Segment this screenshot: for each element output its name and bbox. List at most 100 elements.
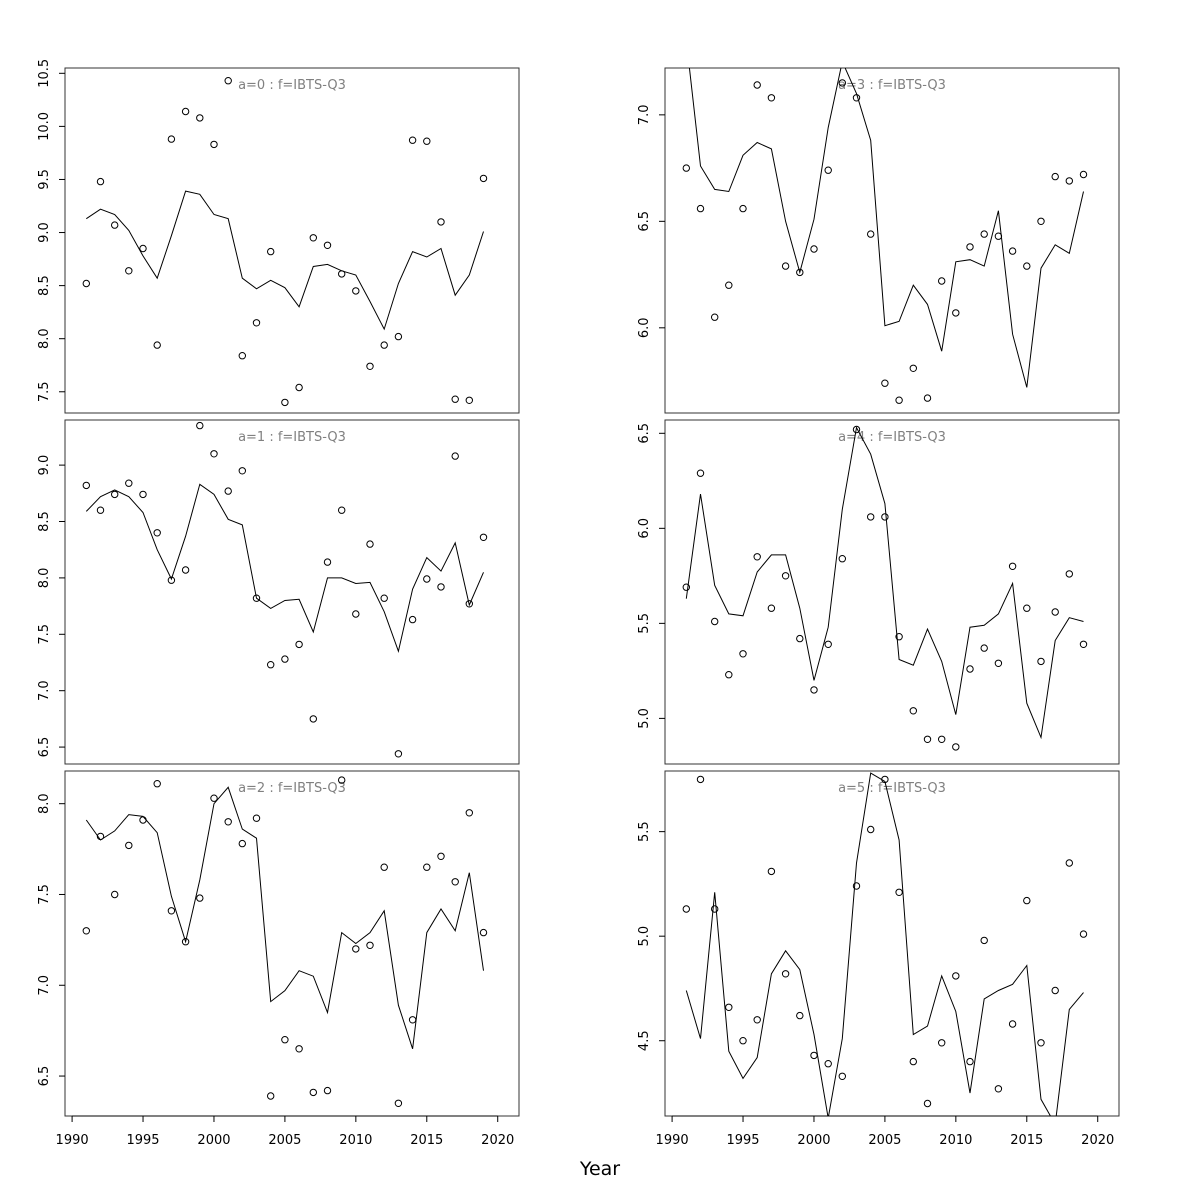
- data-point: [1008, 562, 1017, 570]
- data-point: [281, 1036, 289, 1044]
- data-point: [210, 450, 218, 458]
- data-point: [767, 867, 776, 876]
- data-point: [1037, 657, 1045, 666]
- data-point: [725, 281, 733, 289]
- data-point: [938, 277, 946, 285]
- panel: a=4 : f=IBTS-Q3 5.0 5.5 6.0 6.5: [637, 419, 1120, 765]
- panel-data: [682, 772, 1088, 1116]
- panel: a=0 : f=IBTS-Q3 7.5 8.0 8.5 9.0 9.5 10.0 10.5: [37, 59, 520, 414]
- data-point: [437, 583, 445, 591]
- panel-title: a=0 : f=IBTS-Q3: [238, 78, 346, 93]
- y-tick-label: 4.5: [637, 1030, 652, 1051]
- data-point: [352, 945, 360, 953]
- data-point: [295, 383, 303, 392]
- data-point: [1051, 986, 1059, 995]
- data-point: [380, 341, 388, 349]
- data-point: [781, 970, 790, 978]
- data-point: [711, 313, 719, 321]
- data-point: [980, 936, 988, 945]
- y-tick-label: 8.5: [37, 511, 52, 532]
- y-tick-label: 7.0: [37, 975, 52, 996]
- data-point: [82, 481, 91, 490]
- panel: a=3 : f=IBTS-Q3 6.0 6.5 7.0: [637, 67, 1120, 414]
- data-point: [295, 1045, 303, 1053]
- y-tick-label: 10.0: [37, 112, 52, 141]
- data-point: [1065, 859, 1074, 867]
- fitted-line: [688, 68, 1084, 388]
- panel-title: a=5 : f=IBTS-Q3: [838, 781, 946, 796]
- y-tick-label: 9.0: [37, 222, 52, 243]
- data-point: [366, 540, 374, 548]
- data-point: [725, 671, 733, 679]
- data-point: [867, 230, 875, 238]
- data-point: [682, 905, 690, 913]
- data-point: [479, 533, 488, 541]
- x-tick-label: 1995: [126, 1133, 159, 1148]
- data-point: [1037, 1039, 1045, 1047]
- panel-data: [82, 421, 488, 758]
- data-point: [380, 594, 388, 602]
- data-point: [465, 600, 473, 608]
- panel-frame: [64, 67, 520, 414]
- data-point: [810, 1051, 818, 1060]
- data-point: [838, 1072, 846, 1081]
- panel-title: a=3 : f=IBTS-Q3: [838, 78, 946, 93]
- data-point: [696, 469, 705, 477]
- data-point: [810, 245, 818, 253]
- data-point: [952, 743, 960, 751]
- x-tick-label: 2010: [939, 1133, 972, 1148]
- panel-frame: [64, 770, 520, 1117]
- data-point: [895, 396, 903, 404]
- fitted-line: [85, 786, 484, 1049]
- data-point: [966, 1057, 974, 1066]
- data-point: [196, 894, 204, 902]
- data-point: [394, 1099, 403, 1108]
- data-point: [309, 234, 317, 242]
- data-point: [352, 610, 360, 618]
- y-tick-label: 7.5: [37, 624, 52, 645]
- data-point: [408, 615, 417, 624]
- data-point: [267, 661, 275, 669]
- data-point: [352, 287, 360, 295]
- fitted-line: [685, 426, 1084, 740]
- data-point: [767, 94, 776, 102]
- data-point: [167, 135, 176, 143]
- panel-title: a=2 : f=IBTS-Q3: [238, 781, 346, 796]
- data-point: [252, 319, 261, 327]
- data-point: [125, 479, 133, 487]
- y-tick-label: 6.0: [637, 317, 652, 338]
- data-point: [923, 1099, 932, 1108]
- data-point: [139, 490, 147, 499]
- x-tick-label: 2015: [1010, 1133, 1043, 1148]
- data-point: [1008, 247, 1017, 255]
- data-point: [682, 164, 690, 172]
- panel: a=5 : f=IBTS-Q3 4.5 5.0 5.5 1990 1995 2000 2005…: [637, 770, 1120, 1148]
- data-point: [923, 394, 932, 402]
- data-point: [881, 379, 889, 387]
- data-point: [980, 230, 988, 238]
- data-point: [1079, 930, 1088, 938]
- panel-frame: [664, 770, 1120, 1117]
- data-point: [366, 362, 374, 370]
- y-tick-label: 7.5: [37, 884, 52, 905]
- data-point: [1065, 570, 1074, 578]
- fitted-line: [685, 772, 1084, 1116]
- data-point: [796, 1011, 804, 1020]
- fitted-line: [85, 483, 484, 653]
- data-point: [423, 863, 431, 871]
- data-point: [753, 553, 761, 561]
- data-point: [338, 776, 346, 784]
- data-point: [210, 140, 218, 149]
- data-point: [1008, 1020, 1017, 1028]
- panel-data: [82, 776, 488, 1108]
- data-point: [238, 839, 247, 848]
- data-point: [909, 1057, 917, 1066]
- data-point: [838, 79, 846, 87]
- data-point: [338, 506, 346, 514]
- data-point: [1065, 177, 1074, 185]
- data-point: [96, 177, 105, 186]
- data-point: [824, 166, 832, 174]
- panel-data: [682, 425, 1088, 751]
- x-tick-label: 2000: [797, 1133, 830, 1148]
